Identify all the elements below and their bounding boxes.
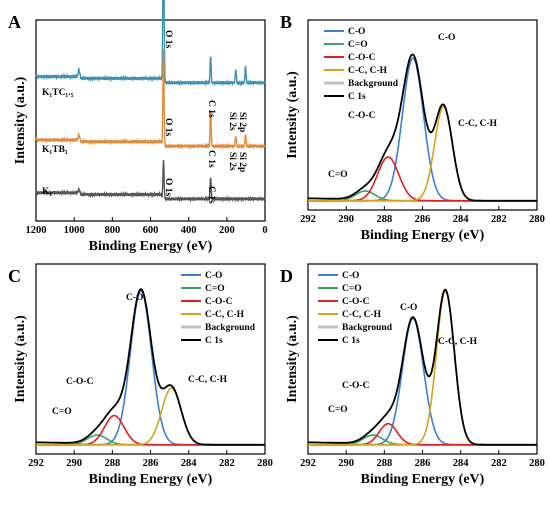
spectrum-line xyxy=(35,160,266,203)
x-tick-label: 280 xyxy=(529,214,545,225)
legend-label: C-O-C xyxy=(205,297,233,307)
panel-c: C 292 290 288 286 284 282 280 Binding Energy (eV… xyxy=(8,263,273,487)
panel-d: D 292 290 288 286 284 282 280 Binding Energy (eV… xyxy=(280,263,545,487)
peak-annotation: C-O xyxy=(438,33,455,43)
x-tick-label: 282 xyxy=(491,214,507,225)
peak-annotation: Si 2p xyxy=(237,152,247,172)
axes-frame xyxy=(35,263,266,455)
legend-label: C=O xyxy=(348,40,368,50)
legend-label: C-O-C xyxy=(342,297,370,307)
component-c-c-c-h xyxy=(308,105,537,202)
peak-annotation: K₁TB₁ xyxy=(42,145,68,155)
panel-b: B 292 290 288 286 284 282 280 Binding Energy (eV… xyxy=(280,12,545,243)
legend-label: C 1s xyxy=(342,336,360,346)
x-tick-label: 282 xyxy=(491,458,507,469)
panel-label: D xyxy=(280,266,293,286)
peak-annotation: C-O xyxy=(400,303,417,313)
x-tick-label: 1200 xyxy=(26,225,47,236)
axes-frame xyxy=(307,19,538,211)
peak-annotation: Si 2s xyxy=(227,112,237,131)
spectrum-line xyxy=(35,49,266,151)
x-tick-label: 292 xyxy=(300,214,316,225)
legend-label: C-C, C-H xyxy=(205,310,245,320)
x-tick-label: 284 xyxy=(453,458,470,469)
legend-label: Background xyxy=(348,79,399,89)
peak-annotation: C-C, C-H xyxy=(188,375,228,385)
peak-annotation: O 1s xyxy=(163,118,173,137)
peak-annotation: C=O xyxy=(328,405,348,415)
x-tick-label: 0 xyxy=(262,225,267,236)
x-tick-label: 290 xyxy=(338,214,354,225)
peak-annotation: C-O xyxy=(126,293,143,303)
legend-label: Background xyxy=(205,323,256,333)
envelope-c1s xyxy=(36,288,265,446)
peak-annotation: Si 2s xyxy=(227,152,237,171)
x-tick-label: 290 xyxy=(338,458,354,469)
peak-annotation: C 1s xyxy=(206,150,216,168)
peak-annotation: C-C, C-H xyxy=(458,119,498,129)
x-axis-label: Binding Energy (eV) xyxy=(89,472,213,487)
x-tick-label: 282 xyxy=(219,458,235,469)
legend-label: C-O xyxy=(348,27,365,37)
x-tick-label: 200 xyxy=(219,225,235,236)
legend-label: C 1s xyxy=(205,336,223,346)
y-axis-label: Intensity (a.u.) xyxy=(285,71,300,159)
legend-label: C-O xyxy=(205,271,222,281)
x-tick-label: 286 xyxy=(415,214,431,225)
component-c-o-c xyxy=(308,422,537,446)
x-tick-label: 600 xyxy=(143,225,159,236)
x-axis-label: Binding Energy (eV) xyxy=(361,228,485,243)
x-tick-label: 280 xyxy=(257,458,273,469)
peak-annotation: C 1s xyxy=(206,186,216,204)
y-axis-label: Intensity (a.u.) xyxy=(13,315,28,403)
peak-annotation: C-O-C xyxy=(66,377,94,387)
x-tick-label: 288 xyxy=(376,214,392,225)
legend-label: C-C, C-H xyxy=(348,66,388,76)
y-axis-label: Intensity (a.u.) xyxy=(285,315,300,403)
peak-annotation: C-O-C xyxy=(342,381,370,391)
x-tick-label: 800 xyxy=(104,225,120,236)
x-tick-label: 284 xyxy=(453,214,470,225)
legend-label: C-O-C xyxy=(348,53,376,63)
peak-annotation: C=O xyxy=(328,170,348,180)
peak-annotation: Si 2p xyxy=(237,112,247,132)
x-tick-label: 292 xyxy=(300,458,316,469)
x-tick-label: 286 xyxy=(143,458,159,469)
legend-label: C-O xyxy=(342,271,359,281)
y-axis-label: Intensity (a.u.) xyxy=(13,76,28,164)
legend-label: C=O xyxy=(342,284,362,294)
panel-label: A xyxy=(8,12,21,32)
x-tick-label: 1000 xyxy=(64,225,85,236)
envelope-c1s xyxy=(308,288,537,446)
peak-annotation: K₁TC₁.₅ xyxy=(42,88,74,98)
x-tick-label: 288 xyxy=(376,458,392,469)
panel-a: A 1200 1000 800 600 400 200 0 Binding Energy (eV… xyxy=(8,0,268,254)
envelope-c1s xyxy=(308,53,537,202)
peak-annotation: K₁ xyxy=(42,187,52,197)
x-tick-label: 280 xyxy=(529,458,545,469)
x-tick-label: 290 xyxy=(66,458,82,469)
panel-label: B xyxy=(280,12,292,32)
panel-label: C xyxy=(8,266,21,286)
x-tick-label: 292 xyxy=(28,458,44,469)
x-axis-label: Binding Energy (eV) xyxy=(361,472,485,487)
x-tick-label: 288 xyxy=(104,458,120,469)
peak-annotation: O 1s xyxy=(163,178,173,197)
legend-label: C-C, C-H xyxy=(342,310,382,320)
peak-annotation: C-C, C-H xyxy=(438,337,478,347)
legend-label: C 1s xyxy=(348,92,366,102)
x-tick-label: 284 xyxy=(181,458,198,469)
x-axis-label: Binding Energy (eV) xyxy=(89,239,213,254)
legend-label: Background xyxy=(342,323,393,333)
peak-annotation: O 1s xyxy=(163,30,173,49)
spectrum-line xyxy=(35,0,266,87)
x-tick-label: 400 xyxy=(181,225,197,236)
peak-annotation: C=O xyxy=(52,407,72,417)
x-tick-label: 286 xyxy=(415,458,431,469)
peak-annotation: C 1s xyxy=(206,100,216,118)
peak-annotation: C-O-C xyxy=(348,111,376,121)
legend-label: C=O xyxy=(205,284,225,294)
